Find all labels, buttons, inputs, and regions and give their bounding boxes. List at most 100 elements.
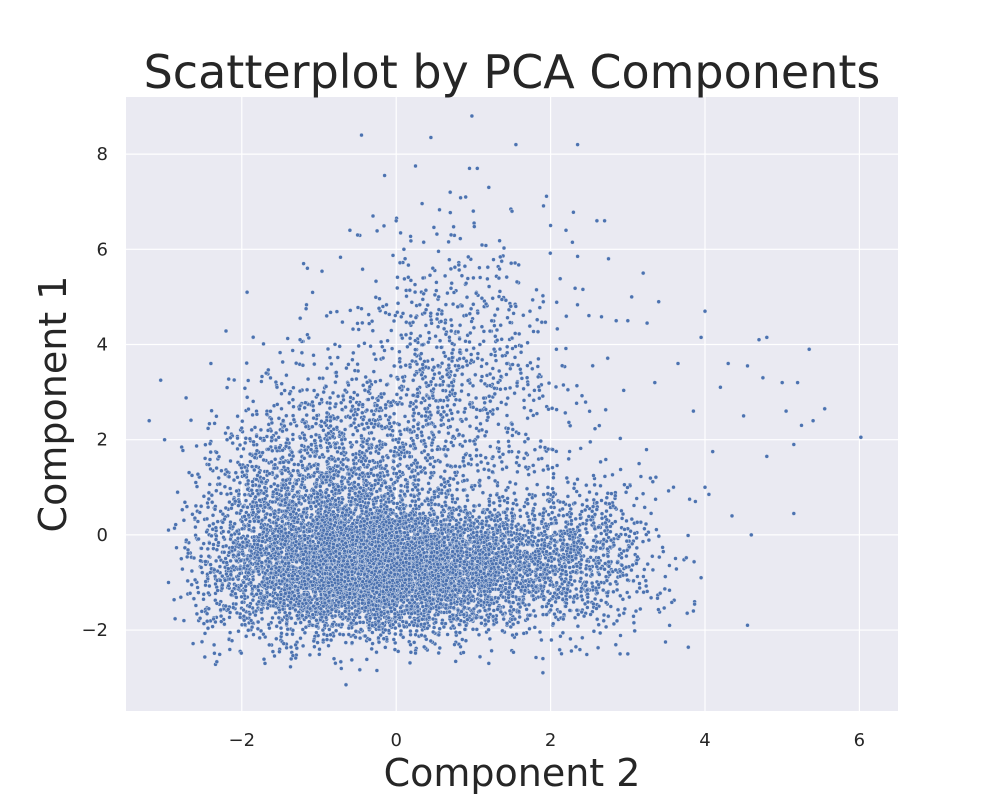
scatter-point xyxy=(463,638,469,643)
scatter-point xyxy=(307,619,312,624)
scatter-point xyxy=(267,642,272,648)
scatter-point xyxy=(239,519,245,524)
scatter-point xyxy=(300,643,306,649)
scatter-point xyxy=(369,646,374,652)
scatter-point xyxy=(330,622,335,627)
scatter-point xyxy=(437,645,442,651)
scatter-point xyxy=(383,645,388,650)
scatter-point xyxy=(470,627,476,632)
scatter-point xyxy=(376,640,382,645)
scatter-point xyxy=(431,589,437,595)
scatter-point xyxy=(491,608,496,613)
scatter-point xyxy=(456,512,462,517)
scatter-point xyxy=(211,542,216,547)
scatter-point xyxy=(398,628,404,634)
scatter-point xyxy=(340,622,345,627)
scatter-point xyxy=(360,601,365,606)
scatter-point xyxy=(397,623,402,628)
scatter-point xyxy=(320,627,326,633)
scatter-point xyxy=(433,526,438,531)
scatter-point xyxy=(213,558,219,564)
scatter-point xyxy=(399,609,405,614)
scatter-point xyxy=(615,607,621,612)
scatter-point xyxy=(208,562,213,567)
scatter-point xyxy=(250,597,256,603)
scatter-point xyxy=(394,514,399,519)
scatter-point xyxy=(274,636,279,641)
scatter-point xyxy=(419,600,424,605)
scatter-point xyxy=(522,504,527,509)
scatter-point xyxy=(372,612,377,617)
scatter-point xyxy=(178,595,183,600)
scatter-point xyxy=(408,628,413,634)
scatter-point xyxy=(364,657,369,662)
scatter-point xyxy=(279,631,284,636)
scatter-point xyxy=(408,650,414,655)
scatter-point xyxy=(363,614,369,620)
scatter-point xyxy=(193,524,198,530)
scatter-point xyxy=(270,649,276,654)
scatter-point xyxy=(401,635,406,640)
scatter-point xyxy=(338,659,343,664)
scatter-point xyxy=(228,558,233,564)
scatter-point xyxy=(400,619,405,624)
scatter-point xyxy=(363,633,368,639)
scatter-point xyxy=(388,570,393,575)
scatter-point xyxy=(325,609,331,614)
scatter-point xyxy=(273,610,278,616)
scatter-point xyxy=(207,523,212,528)
scatter-point xyxy=(404,620,409,625)
scatter-point xyxy=(171,597,177,602)
scatter-point xyxy=(379,609,384,615)
scatter-point xyxy=(487,636,493,642)
scatter-point xyxy=(307,652,313,658)
scatter-point xyxy=(462,627,468,632)
scatter-point xyxy=(201,592,206,597)
scatter-point xyxy=(398,605,403,610)
scatter-point xyxy=(199,639,205,644)
scatter-point xyxy=(261,657,267,662)
scatter-point xyxy=(414,628,419,634)
scatter-point xyxy=(353,629,359,634)
scatter-point xyxy=(327,627,332,632)
scatter-point xyxy=(290,564,296,570)
scatter-point xyxy=(393,631,398,637)
scatter-point xyxy=(305,609,310,615)
scatter-point xyxy=(312,644,317,649)
scatter-points xyxy=(147,113,864,687)
scatter-point xyxy=(393,625,398,631)
scatter-point xyxy=(315,640,320,645)
scatter-point xyxy=(518,514,523,519)
scatter-point xyxy=(321,637,326,643)
scatter-point xyxy=(431,629,436,635)
scatter-point xyxy=(284,632,290,637)
scatter-point xyxy=(440,513,445,518)
scatter-point xyxy=(474,627,479,632)
scatter-point xyxy=(511,622,516,627)
scatter-point xyxy=(472,589,477,594)
scatter-point xyxy=(287,480,292,486)
scatter-point xyxy=(509,525,514,531)
scatter-point xyxy=(443,503,448,508)
scatter-point xyxy=(447,609,452,615)
scatter-point xyxy=(510,632,515,638)
scatter-point xyxy=(329,613,335,619)
scatter-point xyxy=(412,640,417,645)
scatter-point xyxy=(337,632,343,637)
scatter-point xyxy=(463,623,469,628)
scatter-point xyxy=(415,623,420,628)
scatter-point xyxy=(343,640,348,645)
scatter-point xyxy=(407,660,413,666)
scatter-point xyxy=(357,667,362,672)
scatter-point xyxy=(251,632,256,637)
scatter-point xyxy=(367,637,372,642)
scatter-point xyxy=(223,556,228,561)
scatter-point xyxy=(426,481,431,486)
scatter-point xyxy=(303,625,309,630)
scatter-point xyxy=(453,500,458,505)
scatter-point xyxy=(492,507,497,512)
scatter-point xyxy=(358,627,364,632)
scatter-point xyxy=(577,647,583,652)
scatter-point xyxy=(346,616,351,622)
